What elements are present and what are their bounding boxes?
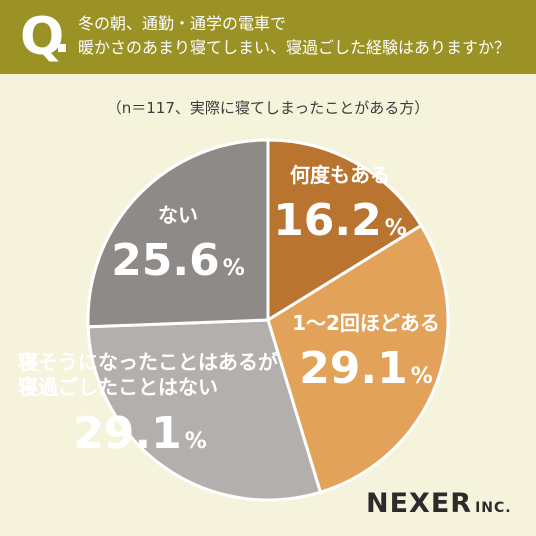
- slice-value-label-3: 29.1%: [73, 408, 207, 459]
- slice-category-label-3-line-2: 寝過ごしたことはない: [18, 375, 218, 399]
- pie-slice-3: [86, 318, 323, 502]
- pie-slice-2: [266, 223, 450, 495]
- slice-category-label-1-line-1: 何度もある: [290, 163, 390, 187]
- question-mark-q: Q: [20, 7, 65, 67]
- question-text-line2: 暖かさのあまり寝てしまい、寝過ごした経験はありますか？: [78, 38, 511, 57]
- slice-category-label-2-line-1: 1〜2回ほどある: [292, 311, 440, 335]
- question-header: Q 冬の朝、通勤・通学の電車で 暖かさのあまり寝てしまい、寝過ごした経験はありま…: [0, 0, 536, 74]
- slice-value-label-1: 16.2%: [273, 195, 407, 246]
- brand-suffix: INC.: [475, 500, 512, 516]
- pie-slice-4: [86, 138, 270, 329]
- slice-category-label-3-line-1: 寝そうになったことはあるが: [18, 350, 278, 374]
- question-mark-dot: [58, 44, 66, 52]
- slice-label-group-1: 何度もある 16.2%: [273, 163, 407, 246]
- question-text-line1: 冬の朝、通勤・通学の電車で: [78, 14, 287, 33]
- sample-size-note: （n＝117、実際に寝てしまったことがある方）: [106, 99, 430, 117]
- brand-logo: NEXER INC.: [366, 488, 516, 522]
- slice-value-label-4: 25.6%: [111, 235, 245, 286]
- pie-slice-1: [266, 138, 424, 323]
- brand-name: NEXER: [366, 488, 473, 519]
- slice-label-group-4: ない 25.6%: [111, 203, 245, 286]
- slice-label-group-2: 1〜2回ほどある 29.1%: [292, 311, 440, 394]
- slice-category-label-4-line-1: ない: [158, 203, 198, 227]
- slice-value-label-2: 29.1%: [299, 343, 433, 394]
